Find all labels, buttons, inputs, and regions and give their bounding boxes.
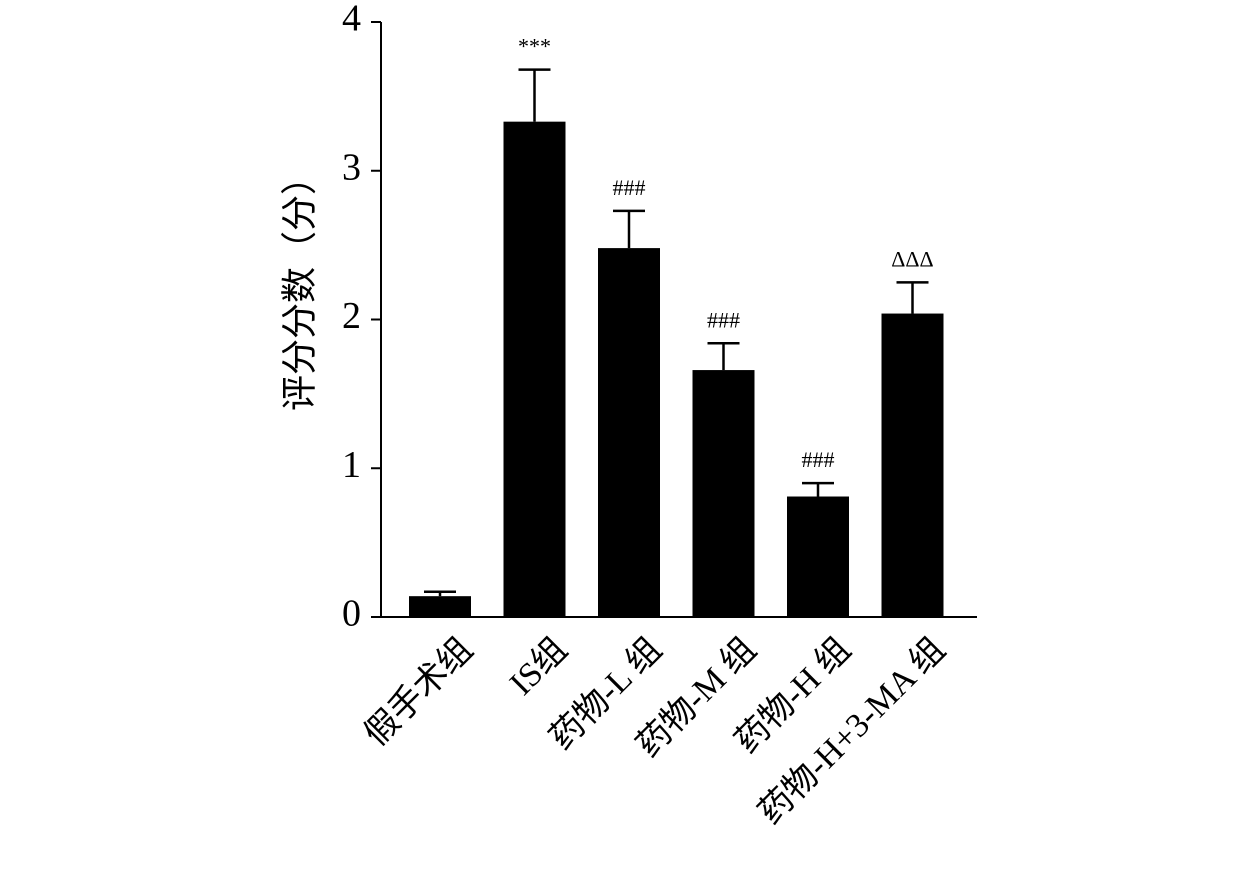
x-tick-label: 假手术组 [357,630,480,753]
bar [409,596,471,617]
bar [787,496,849,617]
bar [881,313,944,617]
y-axis-label: 评分分数（分） [279,159,319,411]
significance-label: ΔΔΔ [891,246,933,271]
bar [692,370,755,617]
y-tick-label: 0 [342,593,361,635]
significance-label: *** [518,34,551,59]
bar [503,121,566,617]
y-tick-label: 1 [342,444,361,486]
bar [598,248,660,617]
significance-label: ### [613,175,646,200]
significance-label: ### [707,307,740,332]
x-tick-label: IS组 [502,630,574,702]
y-tick-label: 2 [342,295,361,337]
y-tick-label: 3 [342,146,361,188]
significance-label: ### [802,447,835,472]
y-tick-label: 4 [342,0,361,40]
